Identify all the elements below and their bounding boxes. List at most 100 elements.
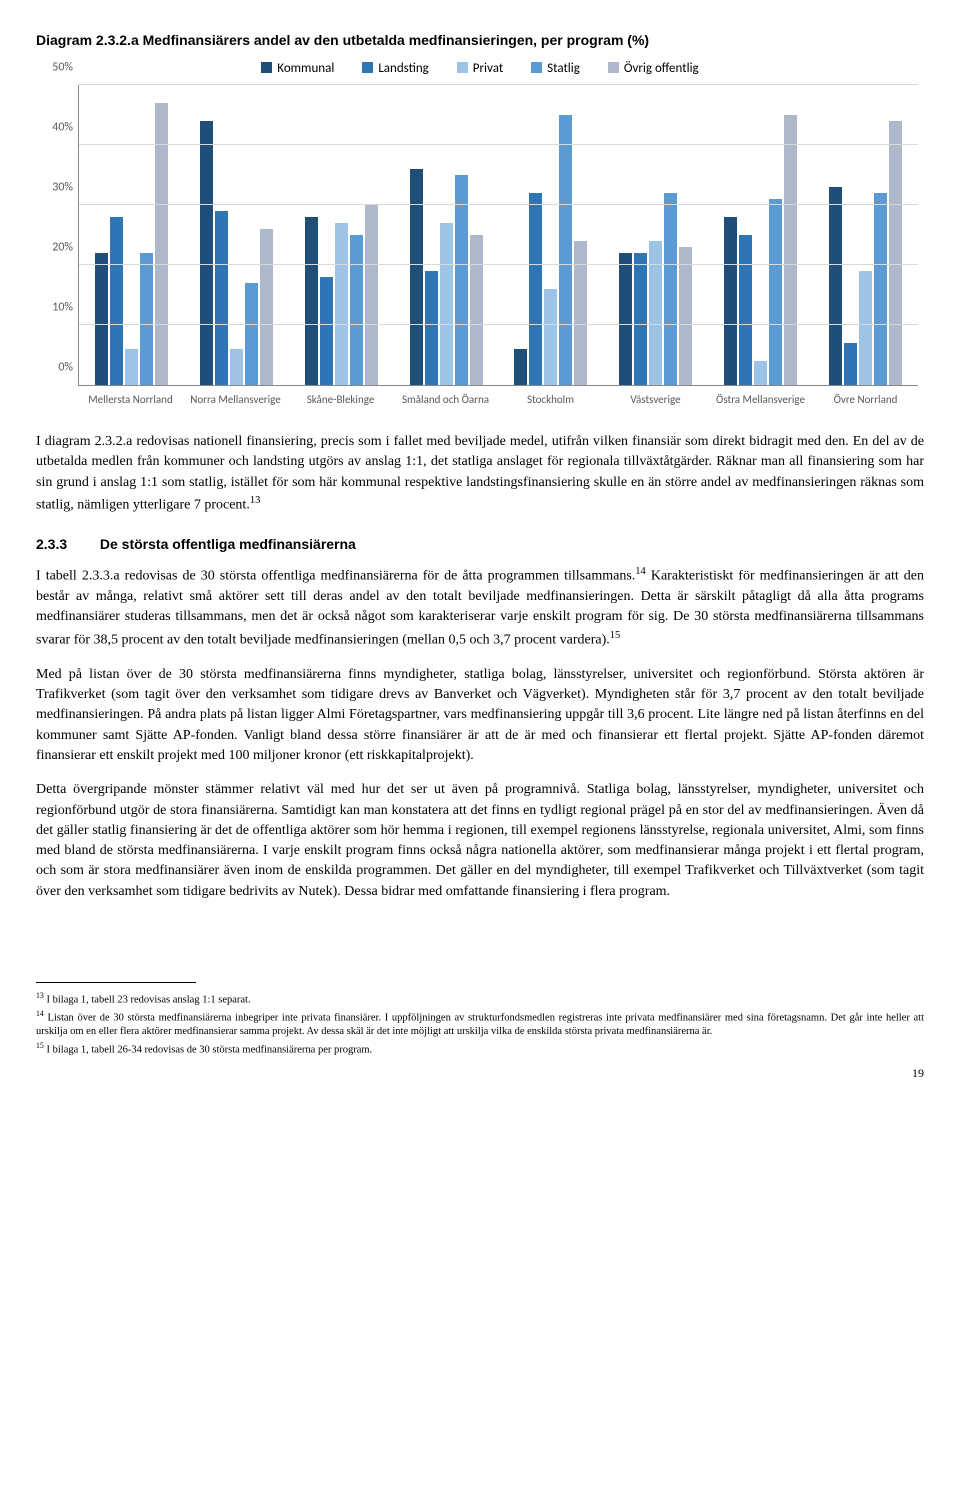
footnote-14: 14 Listan över de 30 största medfinansiä… [36,1009,924,1039]
bar [335,223,348,385]
chart-plot: 0%10%20%30%40%50% [78,85,918,386]
legend-swatch [457,62,468,73]
bar [559,115,572,385]
bar [215,211,228,385]
x-tick-label: Stockholm [498,386,603,408]
bar [724,217,737,385]
bar [410,169,423,385]
legend-swatch [531,62,542,73]
page-number: 19 [36,1065,924,1082]
chart-title: Diagram 2.3.2.a Medfinansiärers andel av… [36,30,924,50]
bar [574,241,587,385]
bar [230,349,243,385]
bar [155,103,168,385]
paragraph-4: Detta övergripande mönster stämmer relat… [36,780,924,902]
bar [260,229,273,385]
y-tick-label: 40% [39,119,73,136]
bar-group [813,85,918,385]
bar [514,349,527,385]
footnote-ref-14: 14 [635,566,646,577]
bar [529,193,542,385]
x-tick-label: Mellersta Norrland [78,386,183,408]
legend-item: Privat [457,60,503,79]
footnote-divider [36,982,196,983]
bar [634,253,647,385]
chart-container: Kommunal Landsting Privat Statlig Övrig offe… [36,60,924,408]
x-tick-label: Skåne-Blekinge [288,386,393,408]
bar [95,253,108,385]
paragraph-3: Med på listan över de 30 största medfina… [36,665,924,766]
bar [544,289,557,385]
bar [440,223,453,385]
bar [649,241,662,385]
footnotes: 13 I bilaga 1, tabell 23 redovisas ansla… [36,991,924,1057]
bar [664,193,677,385]
bar [619,253,632,385]
bar [365,205,378,385]
footnote-15: 15 I bilaga 1, tabell 26-34 redovisas de… [36,1041,924,1057]
bar-group [603,85,708,385]
bar [305,217,318,385]
y-tick-label: 10% [39,299,73,316]
paragraph-1: I diagram 2.3.2.a redovisas nationell fi… [36,432,924,516]
bar [110,217,123,385]
section-title: De största offentliga medfinansiärerna [100,536,356,552]
bar-group [79,85,184,385]
bar-group [394,85,499,385]
legend-label: Landsting [378,61,428,76]
footnote-ref-15: 15 [610,630,621,641]
bar [784,115,797,385]
bar-group [499,85,604,385]
paragraph-1-text: I diagram 2.3.2.a redovisas nationell fi… [36,434,924,513]
bar [200,121,213,385]
bar-group [708,85,813,385]
footnote-13: 13 I bilaga 1, tabell 23 redovisas ansla… [36,991,924,1007]
bar [844,343,857,385]
footnote-ref-13: 13 [250,495,261,506]
bar [679,247,692,385]
bar [829,187,842,385]
legend-label: Statlig [547,61,580,76]
bar [140,253,153,385]
bar [425,271,438,385]
legend-swatch [261,62,272,73]
legend-item: Kommunal [261,60,334,79]
paragraph-2a: I tabell 2.3.3.a redovisas de 30 största… [36,569,635,584]
section-heading: 2.3.3 De största offentliga medfinansiär… [36,534,924,554]
bar [245,283,258,385]
legend-label: Privat [473,61,503,76]
x-tick-label: Östra Mellansverige [708,386,813,408]
section-number: 2.3.3 [36,534,96,554]
bar [470,235,483,385]
paragraph-2: I tabell 2.3.3.a redovisas de 30 största… [36,564,924,651]
bar-group [184,85,289,385]
bar [125,349,138,385]
x-tick-label: Småland och Öarna [393,386,498,408]
x-tick-label: Norra Mellansverige [183,386,288,408]
bar [889,121,902,385]
legend-item: Övrig offentlig [608,60,699,79]
legend-swatch [608,62,619,73]
legend-label: Kommunal [277,61,334,76]
legend-label: Övrig offentlig [624,61,699,76]
bar [350,235,363,385]
bar [754,361,767,385]
chart-x-axis: Mellersta NorrlandNorra MellansverigeSkå… [78,386,918,408]
legend-item: Landsting [362,60,428,79]
chart-legend: Kommunal Landsting Privat Statlig Övrig offe… [36,60,924,79]
bar-group [289,85,394,385]
legend-swatch [362,62,373,73]
y-tick-label: 0% [39,359,73,376]
y-tick-label: 20% [39,239,73,256]
x-tick-label: Västsverige [603,386,708,408]
legend-item: Statlig [531,60,580,79]
x-tick-label: Övre Norrland [813,386,918,408]
bar [455,175,468,385]
bar [769,199,782,385]
bar [874,193,887,385]
y-tick-label: 30% [39,179,73,196]
bar [859,271,872,385]
bar [739,235,752,385]
bar [320,277,333,385]
y-tick-label: 50% [39,59,73,76]
